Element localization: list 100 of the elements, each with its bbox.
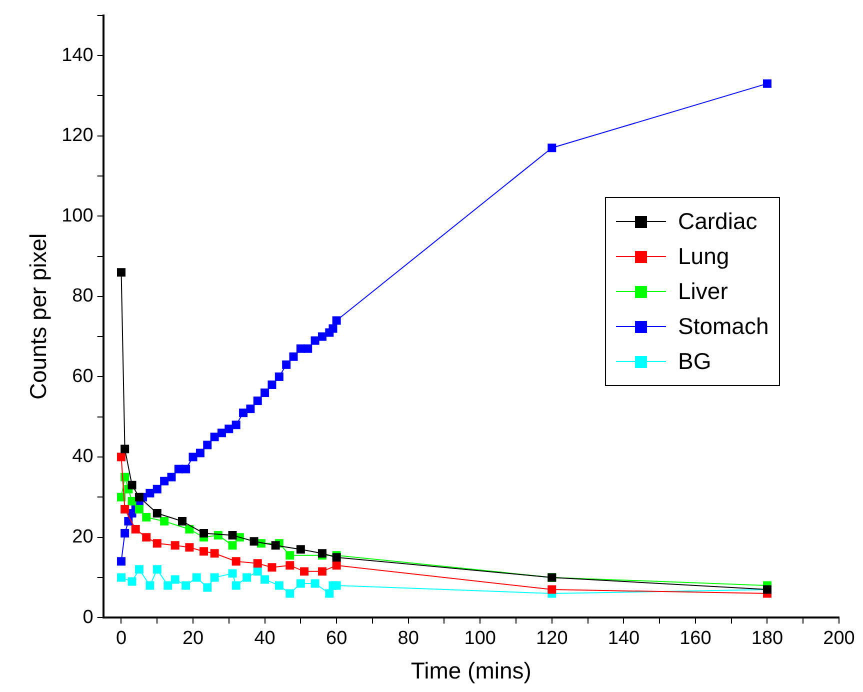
point <box>296 545 305 554</box>
point <box>146 488 154 498</box>
point <box>304 344 312 353</box>
point <box>170 575 180 584</box>
y-tick-label: 60 <box>72 366 94 387</box>
point <box>232 557 240 566</box>
point <box>142 512 151 522</box>
point <box>134 492 144 502</box>
x-tick-label: 20 <box>182 628 204 650</box>
point <box>548 585 556 594</box>
point <box>117 452 126 462</box>
x-tick-label: 200 <box>823 628 855 650</box>
y-tick-label: 20 <box>72 526 94 548</box>
point <box>142 533 151 542</box>
point <box>188 452 198 462</box>
point <box>196 448 204 458</box>
y-axis-title: Counts per pixel <box>25 233 52 400</box>
point <box>260 575 270 584</box>
point <box>217 428 226 438</box>
y-tick-label: 120 <box>62 125 94 146</box>
point <box>228 541 237 550</box>
point <box>117 573 126 582</box>
point <box>120 444 130 454</box>
legend-label: Lung <box>678 243 730 270</box>
point <box>286 589 294 598</box>
legend-label: Stomach <box>678 313 769 340</box>
y-tick-label: 80 <box>72 286 94 307</box>
point <box>164 581 172 590</box>
point <box>253 559 262 568</box>
point <box>232 581 240 590</box>
point <box>332 581 341 590</box>
y-tick-label: 100 <box>62 205 94 226</box>
point <box>224 424 234 434</box>
point <box>246 404 255 414</box>
x-tick-label: 140 <box>608 628 640 650</box>
point <box>128 480 136 490</box>
point <box>210 432 219 442</box>
point <box>160 476 169 486</box>
point <box>117 268 126 277</box>
point <box>203 583 212 592</box>
x-tick-label: 100 <box>464 628 496 650</box>
point <box>310 579 320 588</box>
point <box>152 565 162 574</box>
x-tick-label: 0 <box>116 628 127 650</box>
point <box>274 581 284 590</box>
legend-label: Liver <box>678 278 728 305</box>
x-tick-label: 180 <box>751 628 784 650</box>
point <box>286 551 294 560</box>
y-tick-label: 140 <box>62 44 94 66</box>
point <box>182 581 190 590</box>
point <box>134 504 144 514</box>
legend-label: Cardiac <box>678 208 758 235</box>
point <box>232 420 240 430</box>
point <box>268 380 276 389</box>
point <box>192 573 201 582</box>
x-tick-label: 160 <box>680 628 712 650</box>
point <box>289 352 298 361</box>
point <box>120 504 130 514</box>
point <box>120 529 130 538</box>
point <box>325 589 334 598</box>
point <box>318 567 326 576</box>
point <box>260 388 270 398</box>
x-tick-label: 40 <box>254 628 276 650</box>
point <box>310 336 320 345</box>
point <box>170 541 180 550</box>
point <box>253 567 262 576</box>
point <box>332 561 341 570</box>
point <box>210 549 219 558</box>
point <box>185 543 194 552</box>
point <box>253 396 262 406</box>
point <box>300 567 309 576</box>
point <box>286 561 294 570</box>
point <box>152 508 162 518</box>
x-tick-label: 60 <box>326 628 348 650</box>
point <box>268 563 276 572</box>
point <box>146 581 154 590</box>
y-tick-label: 0 <box>82 606 94 628</box>
point <box>185 525 194 534</box>
point <box>228 569 237 578</box>
x-tick-label: 120 <box>536 628 568 650</box>
point <box>296 579 305 588</box>
point <box>318 332 326 341</box>
point <box>167 472 176 482</box>
point <box>762 79 772 88</box>
point <box>228 531 237 540</box>
point <box>200 529 208 538</box>
point <box>152 484 162 494</box>
point <box>250 537 258 546</box>
point <box>210 573 219 582</box>
point <box>203 440 212 450</box>
point <box>271 541 280 550</box>
point <box>117 557 126 566</box>
point <box>242 573 252 582</box>
point <box>200 547 208 556</box>
y-tick-label: 40 <box>72 446 94 468</box>
point <box>548 144 556 152</box>
legend-label: BG <box>678 348 712 375</box>
point <box>131 525 140 534</box>
point <box>134 565 144 574</box>
point <box>128 577 136 586</box>
